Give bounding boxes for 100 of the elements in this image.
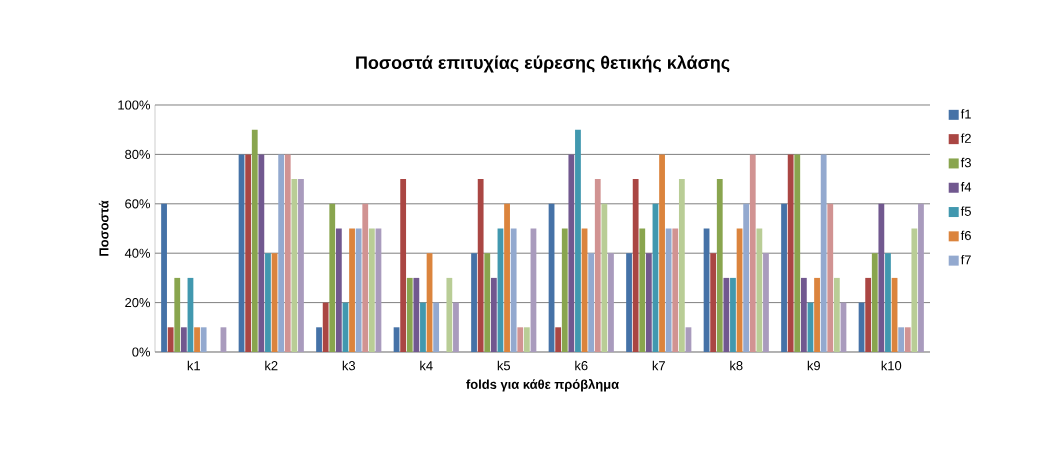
bar [601, 203, 608, 352]
bar [723, 277, 730, 352]
bar [291, 179, 298, 352]
bar [161, 203, 167, 352]
bar [730, 277, 736, 352]
bar [517, 327, 524, 352]
bar [284, 154, 291, 352]
x-tick-label: k1 [187, 360, 200, 371]
x-tick-label: k6 [575, 360, 588, 371]
bar [608, 253, 614, 352]
x-tick-label: k7 [652, 360, 665, 371]
bar [180, 327, 187, 352]
bar [510, 228, 517, 352]
chart-title: Ποσοστά επιτυχίας εύρεσης θετικής κλάσης [356, 55, 730, 73]
bar [672, 228, 679, 352]
bar [490, 277, 497, 352]
bar [716, 179, 723, 352]
legend-label: f6 [960, 230, 971, 241]
bar [639, 228, 646, 352]
bar [918, 203, 924, 352]
bar [568, 154, 575, 352]
bar [561, 228, 568, 352]
bar [794, 154, 801, 352]
y-tick-label: 100% [118, 100, 151, 110]
legend-label: f4 [960, 182, 972, 192]
x-tick-label: k8 [730, 360, 743, 371]
bar [743, 203, 750, 352]
x-axis-title: folds για κάθε πρόβλημα [466, 379, 619, 392]
legend-label: f2 [960, 133, 971, 143]
x-tick-label: k9 [807, 360, 820, 371]
bar [258, 154, 265, 352]
bar [904, 327, 911, 352]
bar [632, 179, 639, 352]
y-tick-label: 0% [132, 347, 151, 357]
bar [523, 327, 530, 352]
bar [749, 154, 756, 352]
bar [194, 327, 200, 352]
x-tick-label: k2 [265, 360, 278, 371]
bar [322, 302, 329, 352]
bar [471, 253, 477, 352]
bar [413, 277, 420, 352]
bar [763, 253, 769, 352]
bar [626, 253, 632, 352]
bar [665, 228, 672, 352]
bar [787, 154, 794, 352]
bar [265, 253, 271, 352]
y-tick-label: 40% [124, 248, 151, 258]
bar [446, 277, 453, 352]
x-tick-label: k10 [881, 360, 902, 371]
bar [453, 302, 459, 352]
bar [833, 277, 840, 352]
y-tick-label: 20% [125, 298, 151, 308]
bar [278, 154, 285, 352]
y-tick-label: 80% [125, 149, 151, 159]
bar [865, 277, 872, 352]
bar [588, 253, 595, 352]
bar [400, 179, 407, 352]
bar [245, 154, 252, 352]
bar [484, 253, 491, 352]
bar [349, 228, 355, 352]
bar [477, 179, 484, 352]
x-tick-label: k4 [420, 360, 433, 371]
y-tick-label: 60% [125, 199, 151, 209]
bar [433, 302, 440, 352]
bar [298, 179, 304, 352]
bar [368, 228, 375, 352]
bar [710, 253, 717, 352]
bar [420, 302, 426, 352]
bar [820, 154, 827, 352]
legend-label: f1 [960, 109, 971, 119]
bar [814, 277, 820, 352]
bar [575, 129, 581, 352]
bar [594, 179, 601, 352]
bar [659, 154, 665, 352]
bar [355, 228, 362, 352]
bar [800, 277, 807, 352]
bar [200, 327, 207, 352]
x-tick-label: k5 [497, 360, 511, 371]
bar [406, 277, 413, 352]
bar [645, 253, 652, 352]
bar [504, 203, 510, 352]
x-tick-label: k3 [342, 360, 356, 371]
bar [878, 203, 885, 352]
bar [885, 253, 891, 352]
legend-label: f5 [960, 206, 971, 216]
legend-label: f3 [960, 157, 971, 168]
y-axis-title: Ποσοστά [98, 200, 109, 256]
bar [167, 327, 174, 352]
bar [678, 179, 685, 352]
bar [911, 228, 918, 352]
legend-label: f7 [960, 254, 971, 265]
bar [316, 327, 322, 352]
bar [898, 327, 905, 352]
bar [781, 203, 787, 352]
bar [174, 277, 181, 352]
bar [555, 327, 562, 352]
bar [827, 203, 834, 352]
bar [871, 253, 878, 352]
bar [335, 228, 342, 352]
bar [329, 203, 336, 352]
